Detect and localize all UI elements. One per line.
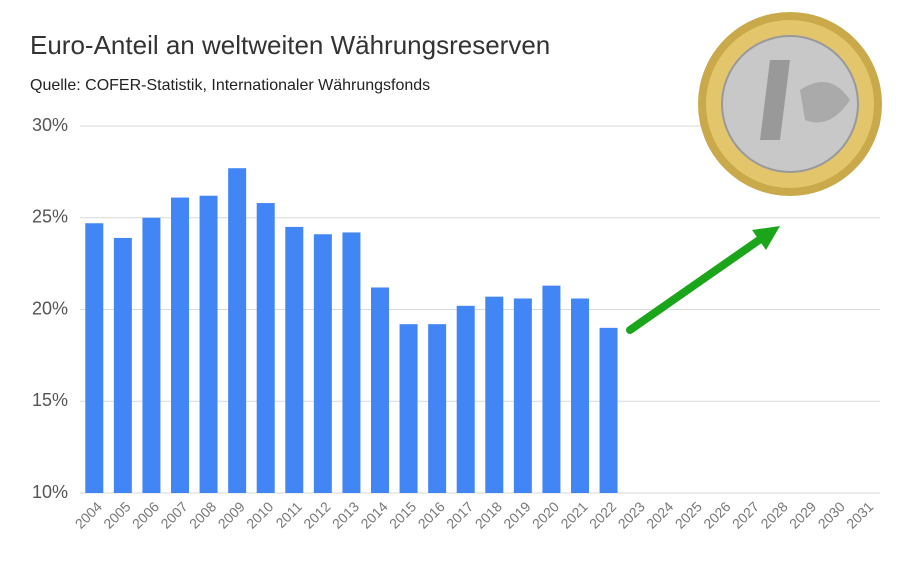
bar xyxy=(142,217,161,493)
bar xyxy=(85,223,104,493)
arrow-head xyxy=(752,226,780,250)
y-tick-label: 25% xyxy=(32,207,68,227)
x-tick-label: 2025 xyxy=(672,498,705,531)
x-tick-label: 2007 xyxy=(157,498,190,531)
x-tick-label: 2011 xyxy=(272,498,305,531)
x-tick-label: 2028 xyxy=(757,498,790,531)
x-tick-label: 2030 xyxy=(815,498,848,531)
x-tick-label: 2014 xyxy=(357,498,390,531)
x-tick-label: 2018 xyxy=(472,498,505,531)
coin xyxy=(698,12,882,196)
y-tick-label: 10% xyxy=(32,482,68,502)
y-tick-label: 30% xyxy=(32,115,68,135)
bar xyxy=(371,287,389,493)
x-tick-label: 2017 xyxy=(443,498,476,531)
chart-subtitle: Quelle: COFER-Statistik, Internationaler… xyxy=(30,77,430,94)
y-tick-label: 20% xyxy=(32,298,68,318)
bar xyxy=(399,324,418,493)
coin-map xyxy=(800,82,850,123)
x-tick-label: 2006 xyxy=(129,498,162,531)
bar xyxy=(256,203,275,493)
bar xyxy=(113,237,132,493)
x-tick-label: 2022 xyxy=(586,498,619,531)
x-tick-label: 2004 xyxy=(72,498,105,531)
arrow-shaft xyxy=(626,234,766,334)
bar xyxy=(428,324,447,493)
bar xyxy=(456,305,475,493)
bar xyxy=(199,195,218,494)
x-tick-label: 2013 xyxy=(329,498,362,531)
x-tick-label: 2031 xyxy=(843,498,876,531)
bar xyxy=(228,168,247,493)
bar xyxy=(285,226,304,494)
x-tick-label: 2008 xyxy=(186,498,219,531)
x-tick-label: 2012 xyxy=(300,498,333,531)
bar xyxy=(599,327,618,493)
x-tick-label: 2009 xyxy=(215,498,248,531)
x-tick-label: 2005 xyxy=(100,498,133,531)
x-tick-label: 2020 xyxy=(529,498,562,531)
x-tick-label: 2027 xyxy=(729,498,762,531)
x-tick-label: 2010 xyxy=(243,498,276,531)
bar xyxy=(313,234,332,493)
coin-center xyxy=(721,35,859,173)
x-tick-label: 2026 xyxy=(700,498,733,531)
x-tick-label: 2019 xyxy=(500,498,533,531)
chart-title: Euro-Anteil an weltweiten Währungsreserv… xyxy=(30,30,550,60)
x-tick-label: 2015 xyxy=(386,498,419,531)
bar xyxy=(171,197,189,493)
coin-one xyxy=(760,60,790,140)
x-tick-label: 2024 xyxy=(643,498,676,531)
x-tick-label: 2016 xyxy=(415,498,448,531)
bar xyxy=(485,296,504,493)
x-tick-label: 2021 xyxy=(557,498,590,531)
bar xyxy=(571,298,589,493)
bar xyxy=(342,232,361,493)
x-tick-label: 2023 xyxy=(615,498,648,531)
bar xyxy=(542,285,561,493)
bar xyxy=(513,298,532,493)
x-tick-label: 2029 xyxy=(786,498,819,531)
y-tick-label: 15% xyxy=(32,390,68,410)
arrow xyxy=(626,226,780,334)
